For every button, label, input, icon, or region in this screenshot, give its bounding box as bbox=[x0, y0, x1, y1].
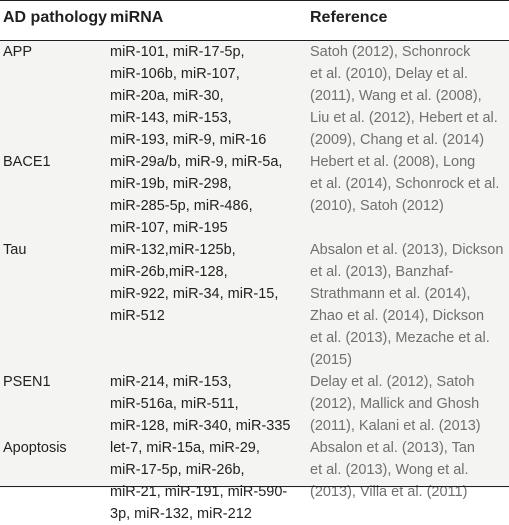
header-mirna: miRNA bbox=[110, 9, 164, 26]
reference-cell: Satoh (2012), Schonrock et al. (2010), D… bbox=[310, 44, 498, 148]
header-rule bbox=[0, 40, 509, 41]
reference-cell: Absalon et al. (2013), Dickson et al. (2… bbox=[310, 242, 504, 368]
pathology-cell: APP bbox=[3, 44, 33, 60]
mirna-cell: miR-214, miR-153, miR-516a, miR-511, miR… bbox=[110, 374, 291, 434]
reference-cell: Delay et al. (2012), Satoh (2012), Malli… bbox=[310, 374, 481, 434]
header-ad-pathology: AD pathology bbox=[3, 9, 107, 26]
pathology-cell: Apoptosis bbox=[3, 440, 67, 456]
header-reference: Reference bbox=[310, 9, 388, 26]
table-header: AD pathology miRNA Reference bbox=[0, 0, 509, 40]
bottom-rule bbox=[0, 486, 509, 487]
pathology-cell: PSEN1 bbox=[3, 374, 51, 390]
mirna-cell: miR-29a/b, miR-9, miR-5a, miR-19b, miR-2… bbox=[110, 154, 283, 236]
top-rule bbox=[0, 0, 509, 1]
reference-cell: Absalon et al. (2013), Tan et al. (2013)… bbox=[310, 440, 475, 500]
mirna-cell: miR-101, miR-17-5p, miR-106b, miR-107, m… bbox=[110, 44, 267, 148]
reference-cell: Hebert et al. (2008), Long et al. (2014)… bbox=[310, 154, 500, 214]
pathology-cell: Tau bbox=[3, 242, 27, 258]
mirna-cell: miR-132,miR-125b, miR-26b,miR-128, miR-9… bbox=[110, 242, 279, 324]
pathology-cell: BACE1 bbox=[3, 154, 51, 170]
mirna-cell: let-7, miR-15a, miR-29, miR-17-5p, miR-2… bbox=[110, 440, 288, 522]
